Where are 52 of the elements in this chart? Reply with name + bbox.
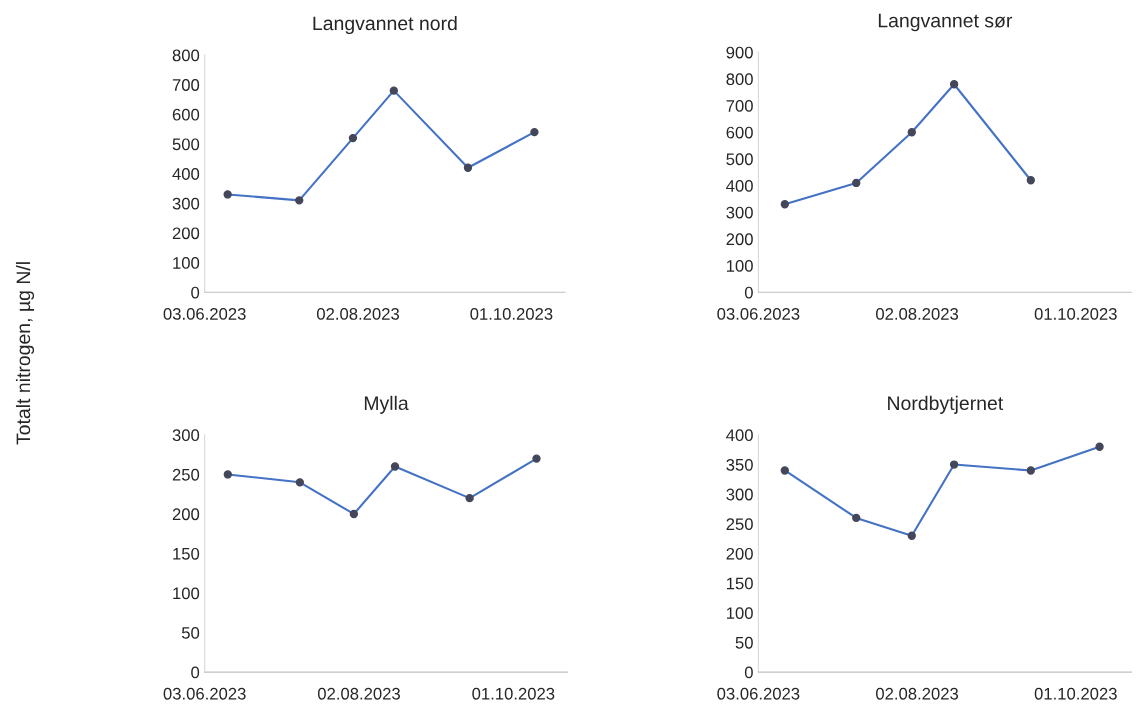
y-tick-label: 200	[172, 508, 200, 521]
y-tick-label: 400	[172, 168, 200, 180]
chart-title: Nordbytjernet	[888, 395, 1004, 414]
y-tick-label: 100	[173, 257, 200, 269]
y-tick-label: 0	[744, 666, 753, 679]
y-tick-label: 300	[726, 206, 753, 219]
y-tick-label: 0	[744, 286, 753, 299]
y-tick-label: 700	[726, 99, 753, 112]
y-tick-label: 400	[726, 429, 753, 442]
y-tick-label: 900	[726, 46, 753, 59]
y-tick-label: 300	[726, 488, 753, 501]
y-tick-label: 800	[726, 73, 753, 86]
x-tick-label: 03.06.2023	[717, 687, 800, 700]
x-tick-label: 02.08.2023	[316, 308, 400, 320]
chart-title: Langvannet sør	[878, 13, 1013, 32]
y-tick-label: 350	[726, 458, 753, 471]
y-tick-label: 50	[735, 636, 753, 649]
y-tick-label: 300	[172, 429, 200, 442]
y-tick-label: 500	[172, 138, 200, 151]
y-tick-label: 600	[726, 126, 753, 139]
y-tick-label: 150	[726, 577, 753, 590]
y-tick-label: 50	[181, 626, 200, 639]
y-axis-title: Totalt nitrogen, µg N/l	[15, 262, 35, 445]
y-tick-label: 600	[172, 108, 200, 121]
y-tick-label: 400	[726, 180, 753, 192]
y-tick-label: 800	[172, 49, 200, 62]
y-tick-label: 200	[726, 547, 753, 560]
y-tick-label: 250	[726, 518, 753, 531]
x-tick-label: 02.08.2023	[317, 687, 400, 700]
x-tick-label: 03.06.2023	[163, 308, 246, 320]
y-tick-label: 0	[191, 286, 200, 299]
x-tick-label: 02.08.2023	[876, 687, 959, 700]
y-tick-label: 100	[173, 587, 200, 600]
x-tick-label: 01.10.2023	[1034, 308, 1117, 320]
chart-title: Mylla	[364, 395, 409, 414]
y-tick-label: 200	[726, 233, 753, 246]
y-tick-label: 100	[726, 260, 753, 272]
x-tick-label: 01.10.2023	[1034, 687, 1117, 700]
y-tick-label: 700	[172, 79, 200, 91]
chart-title: Langvannet nord	[313, 15, 457, 35]
y-tick-label: 250	[172, 468, 200, 481]
y-tick-label: 150	[173, 547, 200, 560]
x-tick-label: 03.06.2023	[163, 687, 246, 700]
y-tick-label: 200	[172, 227, 200, 240]
y-tick-label: 100	[726, 607, 753, 620]
x-tick-label: 02.08.2023	[876, 308, 959, 320]
x-tick-label: 01.10.2023	[470, 308, 553, 320]
y-tick-label: 0	[191, 666, 200, 679]
y-tick-label: 500	[726, 153, 753, 166]
y-tick-label: 300	[172, 197, 200, 210]
x-tick-label: 01.10.2023	[472, 687, 555, 700]
x-tick-label: 03.06.2023	[717, 308, 800, 320]
